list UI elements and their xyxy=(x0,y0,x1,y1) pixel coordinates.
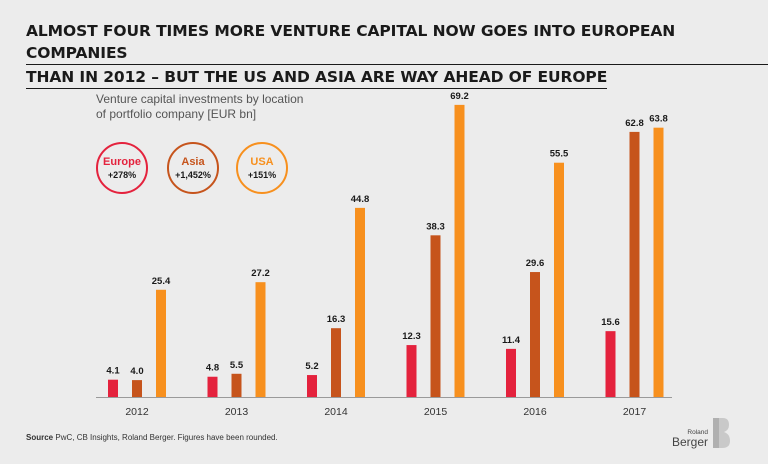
x-tick-label-2014: 2014 xyxy=(324,406,348,418)
bar-europe-2013 xyxy=(207,376,218,397)
source-text: PwC, CB Insights, Roland Berger. Figures… xyxy=(55,433,278,442)
data-label-europe-2015: 12.3 xyxy=(402,331,421,342)
data-label-usa-2016: 55.5 xyxy=(550,149,569,160)
source-note: Source PwC, CB Insights, Roland Berger. … xyxy=(26,433,278,442)
headline: ALMOST FOUR TIMES MORE VENTURE CAPITAL N… xyxy=(26,20,768,90)
x-tick-label-2015: 2015 xyxy=(424,406,448,418)
bar-europe-2017 xyxy=(605,331,616,397)
legend-europe-change: +278% xyxy=(107,169,137,180)
bar-usa-2014 xyxy=(355,207,365,397)
data-label-europe-2012: 4.1 xyxy=(106,366,120,377)
data-label-usa-2012: 25.4 xyxy=(152,276,171,287)
legend-asia: Asia +1,452% xyxy=(167,142,219,194)
logo-line-1: Roland xyxy=(687,429,709,436)
data-label-usa-2013: 27.2 xyxy=(251,268,270,279)
x-tick-label-2016: 2016 xyxy=(523,406,547,418)
chart-subtitle: Venture capital investments by location … xyxy=(96,92,303,122)
data-label-europe-2016: 11.4 xyxy=(502,335,521,346)
data-label-asia-2016: 29.6 xyxy=(526,258,545,269)
data-label-asia-2013: 5.5 xyxy=(230,360,244,371)
bar-europe-2015 xyxy=(406,345,417,397)
data-label-usa-2014: 44.8 xyxy=(351,194,370,205)
bar-europe-2016 xyxy=(506,348,516,397)
legend-usa-name: USA xyxy=(250,155,274,168)
legend-asia-change: +1,452% xyxy=(175,169,211,180)
data-label-usa-2017: 63.8 xyxy=(649,114,668,125)
bar-usa-2013 xyxy=(255,282,266,397)
data-label-asia-2012: 4.0 xyxy=(130,366,143,377)
legend-usa-change: +151% xyxy=(247,169,277,180)
data-label-europe-2017: 15.6 xyxy=(601,317,620,328)
roland-berger-logo: Roland Berger xyxy=(672,417,731,449)
data-label-asia-2014: 16.3 xyxy=(327,314,346,325)
x-tick-label-2017: 2017 xyxy=(623,406,647,418)
chart-subtitle-line-2: of portfolio company [EUR bn] xyxy=(96,107,257,121)
source-label: Source xyxy=(26,433,54,442)
data-label-asia-2015: 38.3 xyxy=(426,221,445,232)
x-tick-label-2012: 2012 xyxy=(125,406,149,418)
bar-europe-2012 xyxy=(108,379,118,397)
bar-usa-2015 xyxy=(454,104,465,398)
bar-usa-2012 xyxy=(156,289,166,397)
logo-b-mark-icon xyxy=(713,418,731,448)
bar-asia-2015 xyxy=(430,235,441,397)
legend-asia-name: Asia xyxy=(181,155,205,168)
data-label-europe-2013: 4.8 xyxy=(206,363,219,374)
legend-europe-name: Europe xyxy=(103,155,141,168)
x-tick-label-2013: 2013 xyxy=(225,406,249,418)
chart-subtitle-line-1: Venture capital investments by location xyxy=(96,92,304,106)
headline-line-1: ALMOST FOUR TIMES MORE VENTURE CAPITAL N… xyxy=(26,20,768,65)
headline-line-2: THAN IN 2012 – BUT THE US AND ASIA ARE W… xyxy=(26,66,607,89)
bar-asia-2012 xyxy=(132,380,142,397)
logo-line-2: Berger xyxy=(672,435,709,449)
data-label-asia-2017: 62.8 xyxy=(625,118,644,129)
legend-europe: Europe +278% xyxy=(96,142,148,194)
bar-usa-2016 xyxy=(554,162,564,397)
bar-asia-2017 xyxy=(629,131,640,397)
bar-europe-2014 xyxy=(307,375,317,397)
bar-usa-2017 xyxy=(653,127,664,398)
bar-asia-2014 xyxy=(331,328,341,397)
bar-asia-2013 xyxy=(231,373,242,397)
data-label-usa-2015: 69.2 xyxy=(450,91,469,102)
legend-usa: USA +151% xyxy=(236,142,288,194)
bar-asia-2016 xyxy=(530,272,540,397)
data-label-europe-2014: 5.2 xyxy=(305,361,318,372)
